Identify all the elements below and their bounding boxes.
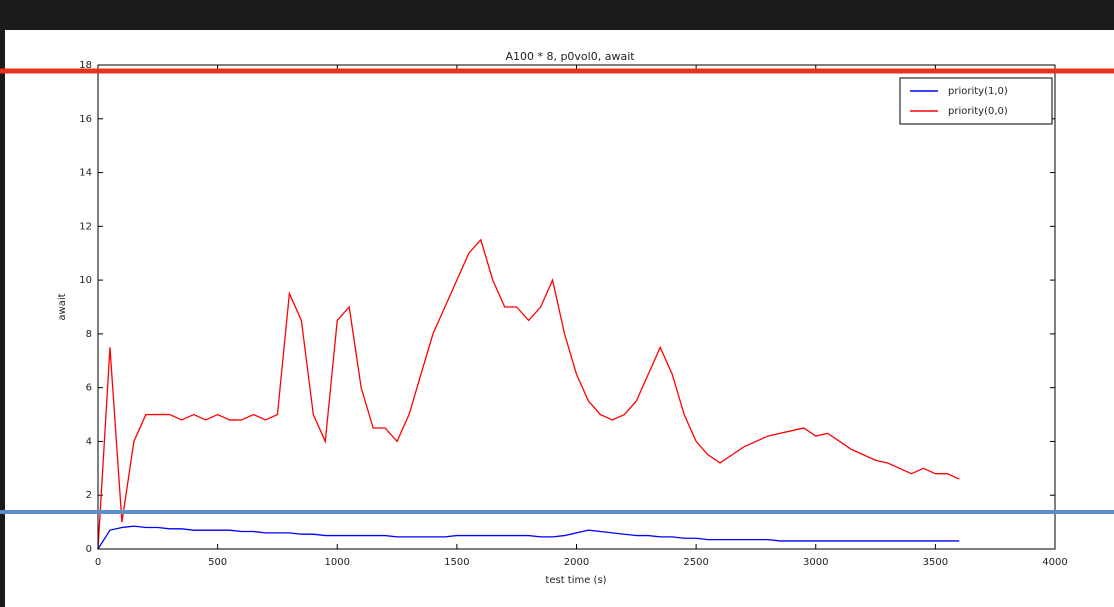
series-line [97,238,960,550]
chart-title: A100 * 8, p0vol0, await [505,50,635,63]
x-tick-label: 1500 [444,557,469,568]
y-tick-label: 10 [79,275,92,286]
legend-box [899,77,1053,125]
y-tick-label: 6 [86,383,92,394]
y-tick-label: 18 [79,60,92,71]
y-tick-label: 2 [86,490,92,501]
y-tick-label: 8 [86,329,92,340]
legend-label: priority(1,0) [948,86,1008,97]
y-axis-label: await [57,293,68,320]
x-tick-label: 3500 [923,557,948,568]
plot-frame [97,64,1056,550]
y-tick-label: 4 [86,436,92,447]
y-tick-label: 0 [86,544,92,555]
y-tick-label: 16 [79,114,92,125]
x-axis-label: test time (s) [545,575,606,586]
series-line [97,525,960,550]
x-tick-label: 4000 [1042,557,1067,568]
y-tick-label: 12 [79,221,92,232]
x-tick-label: 3000 [803,557,828,568]
legend-label: priority(0,0) [948,106,1008,117]
x-tick-label: 500 [208,557,227,568]
x-tick-label: 2000 [564,557,589,568]
x-tick-label: 1000 [325,557,350,568]
x-tick-label: 2500 [683,557,708,568]
y-tick-label: 14 [79,168,92,179]
x-tick-label: 0 [95,557,101,568]
